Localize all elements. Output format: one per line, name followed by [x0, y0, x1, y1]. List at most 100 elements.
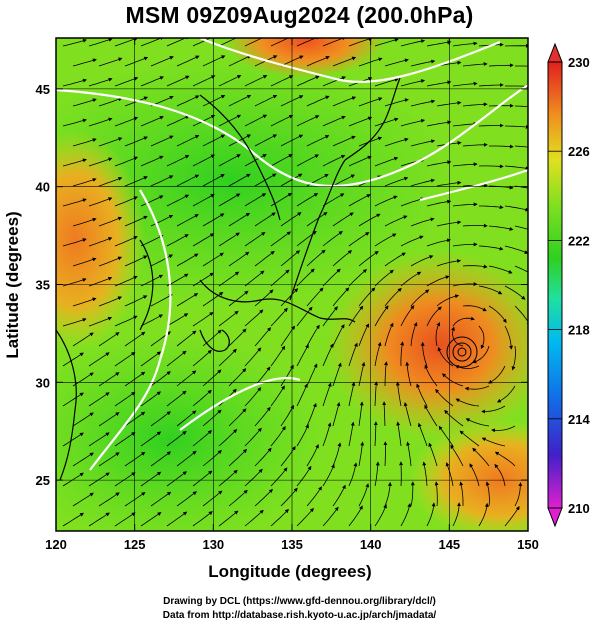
- streamline: [322, 155, 346, 167]
- streamline: [244, 347, 262, 367]
- streamline: [426, 502, 436, 527]
- x-tick-label: 145: [438, 537, 460, 552]
- streamline: [400, 503, 412, 527]
- streamline: [462, 223, 488, 228]
- streamline: [358, 483, 370, 507]
- streamline: [481, 437, 506, 447]
- streamline: [296, 268, 315, 287]
- streamline: [176, 174, 200, 187]
- streamline: [88, 352, 110, 367]
- streamline: [254, 488, 273, 507]
- streamline: [228, 489, 248, 507]
- streamline: [150, 451, 172, 467]
- streamline: [488, 365, 506, 384]
- streamline: [488, 63, 514, 68]
- streamline: [322, 463, 335, 487]
- streamline: [348, 462, 358, 487]
- streamline: [494, 451, 516, 467]
- streamline: [114, 236, 138, 247]
- streamline: [436, 294, 460, 307]
- streamline: [270, 345, 286, 367]
- streamline: [384, 137, 409, 147]
- streamline: [436, 220, 462, 227]
- streamline: [270, 38, 294, 47]
- streamline: [410, 99, 436, 107]
- contour-lines: [56, 38, 528, 471]
- streamline: [296, 383, 308, 407]
- streamline: [218, 114, 242, 127]
- streamline: [400, 39, 426, 47]
- streamline: [88, 38, 113, 47]
- streamline: [479, 205, 504, 210]
- streamline: [98, 452, 120, 467]
- streamline: [88, 432, 110, 447]
- streamline: [422, 461, 428, 487]
- streamline: [478, 325, 485, 350]
- streamline: [192, 389, 212, 407]
- streamline: [464, 385, 490, 391]
- streamline: [384, 287, 402, 307]
- streamline: [72, 297, 97, 307]
- streamline: [384, 58, 409, 67]
- streamline: [478, 164, 504, 169]
- streamline: [228, 328, 247, 347]
- streamline: [400, 341, 405, 367]
- streamline: [166, 194, 190, 207]
- streamline: [348, 342, 358, 367]
- streamline: [62, 278, 87, 287]
- streamline: [462, 305, 487, 312]
- streamline: [452, 282, 478, 287]
- streamline: [373, 421, 378, 447]
- streamline: [395, 381, 402, 407]
- streamline: [254, 327, 272, 347]
- streamline: [140, 431, 162, 447]
- streamline: [150, 56, 174, 67]
- streamline: [454, 365, 480, 369]
- streamline: [62, 78, 87, 87]
- streamline: [218, 429, 238, 447]
- streamline: [465, 418, 490, 427]
- streamline: [384, 215, 408, 227]
- y-tick-label: 40: [36, 180, 50, 195]
- streamline: [114, 38, 139, 47]
- streamline: [254, 134, 278, 147]
- streamline: [410, 139, 436, 147]
- streamline: [228, 251, 250, 267]
- streamline: [202, 369, 222, 387]
- streamline: [254, 212, 276, 227]
- streamline: [358, 287, 376, 307]
- streamline: [494, 463, 506, 487]
- streamline: [228, 368, 247, 387]
- streamline: [374, 461, 380, 487]
- streamline: [218, 154, 241, 167]
- x-axis-label: Longitude (degrees): [208, 562, 371, 581]
- streamline: [452, 316, 475, 327]
- streamline: [166, 115, 190, 127]
- streamline: [218, 38, 242, 47]
- streamline: [452, 202, 478, 207]
- streamline: [358, 136, 383, 147]
- streamline: [140, 76, 164, 87]
- streamline: [358, 57, 383, 67]
- streamline: [424, 364, 438, 387]
- streamline: [374, 341, 382, 367]
- streamline: [332, 442, 342, 467]
- x-tick-label: 125: [124, 537, 146, 552]
- streamline: [88, 512, 110, 527]
- streamline: [384, 481, 392, 507]
- streamline: [62, 432, 84, 447]
- streamline: [98, 332, 120, 347]
- streamline: [322, 115, 346, 127]
- streamline: [296, 465, 312, 487]
- streamline: [150, 175, 174, 187]
- streamline: [72, 452, 94, 467]
- streamline: [504, 165, 528, 171]
- streamline: [192, 272, 214, 287]
- streamline: [348, 38, 373, 47]
- streamline: [176, 450, 197, 467]
- cool-band-south: [56, 330, 330, 531]
- streamline: [384, 361, 388, 387]
- streamline: [426, 199, 452, 207]
- streamline: [306, 324, 320, 347]
- streamline: [403, 402, 412, 427]
